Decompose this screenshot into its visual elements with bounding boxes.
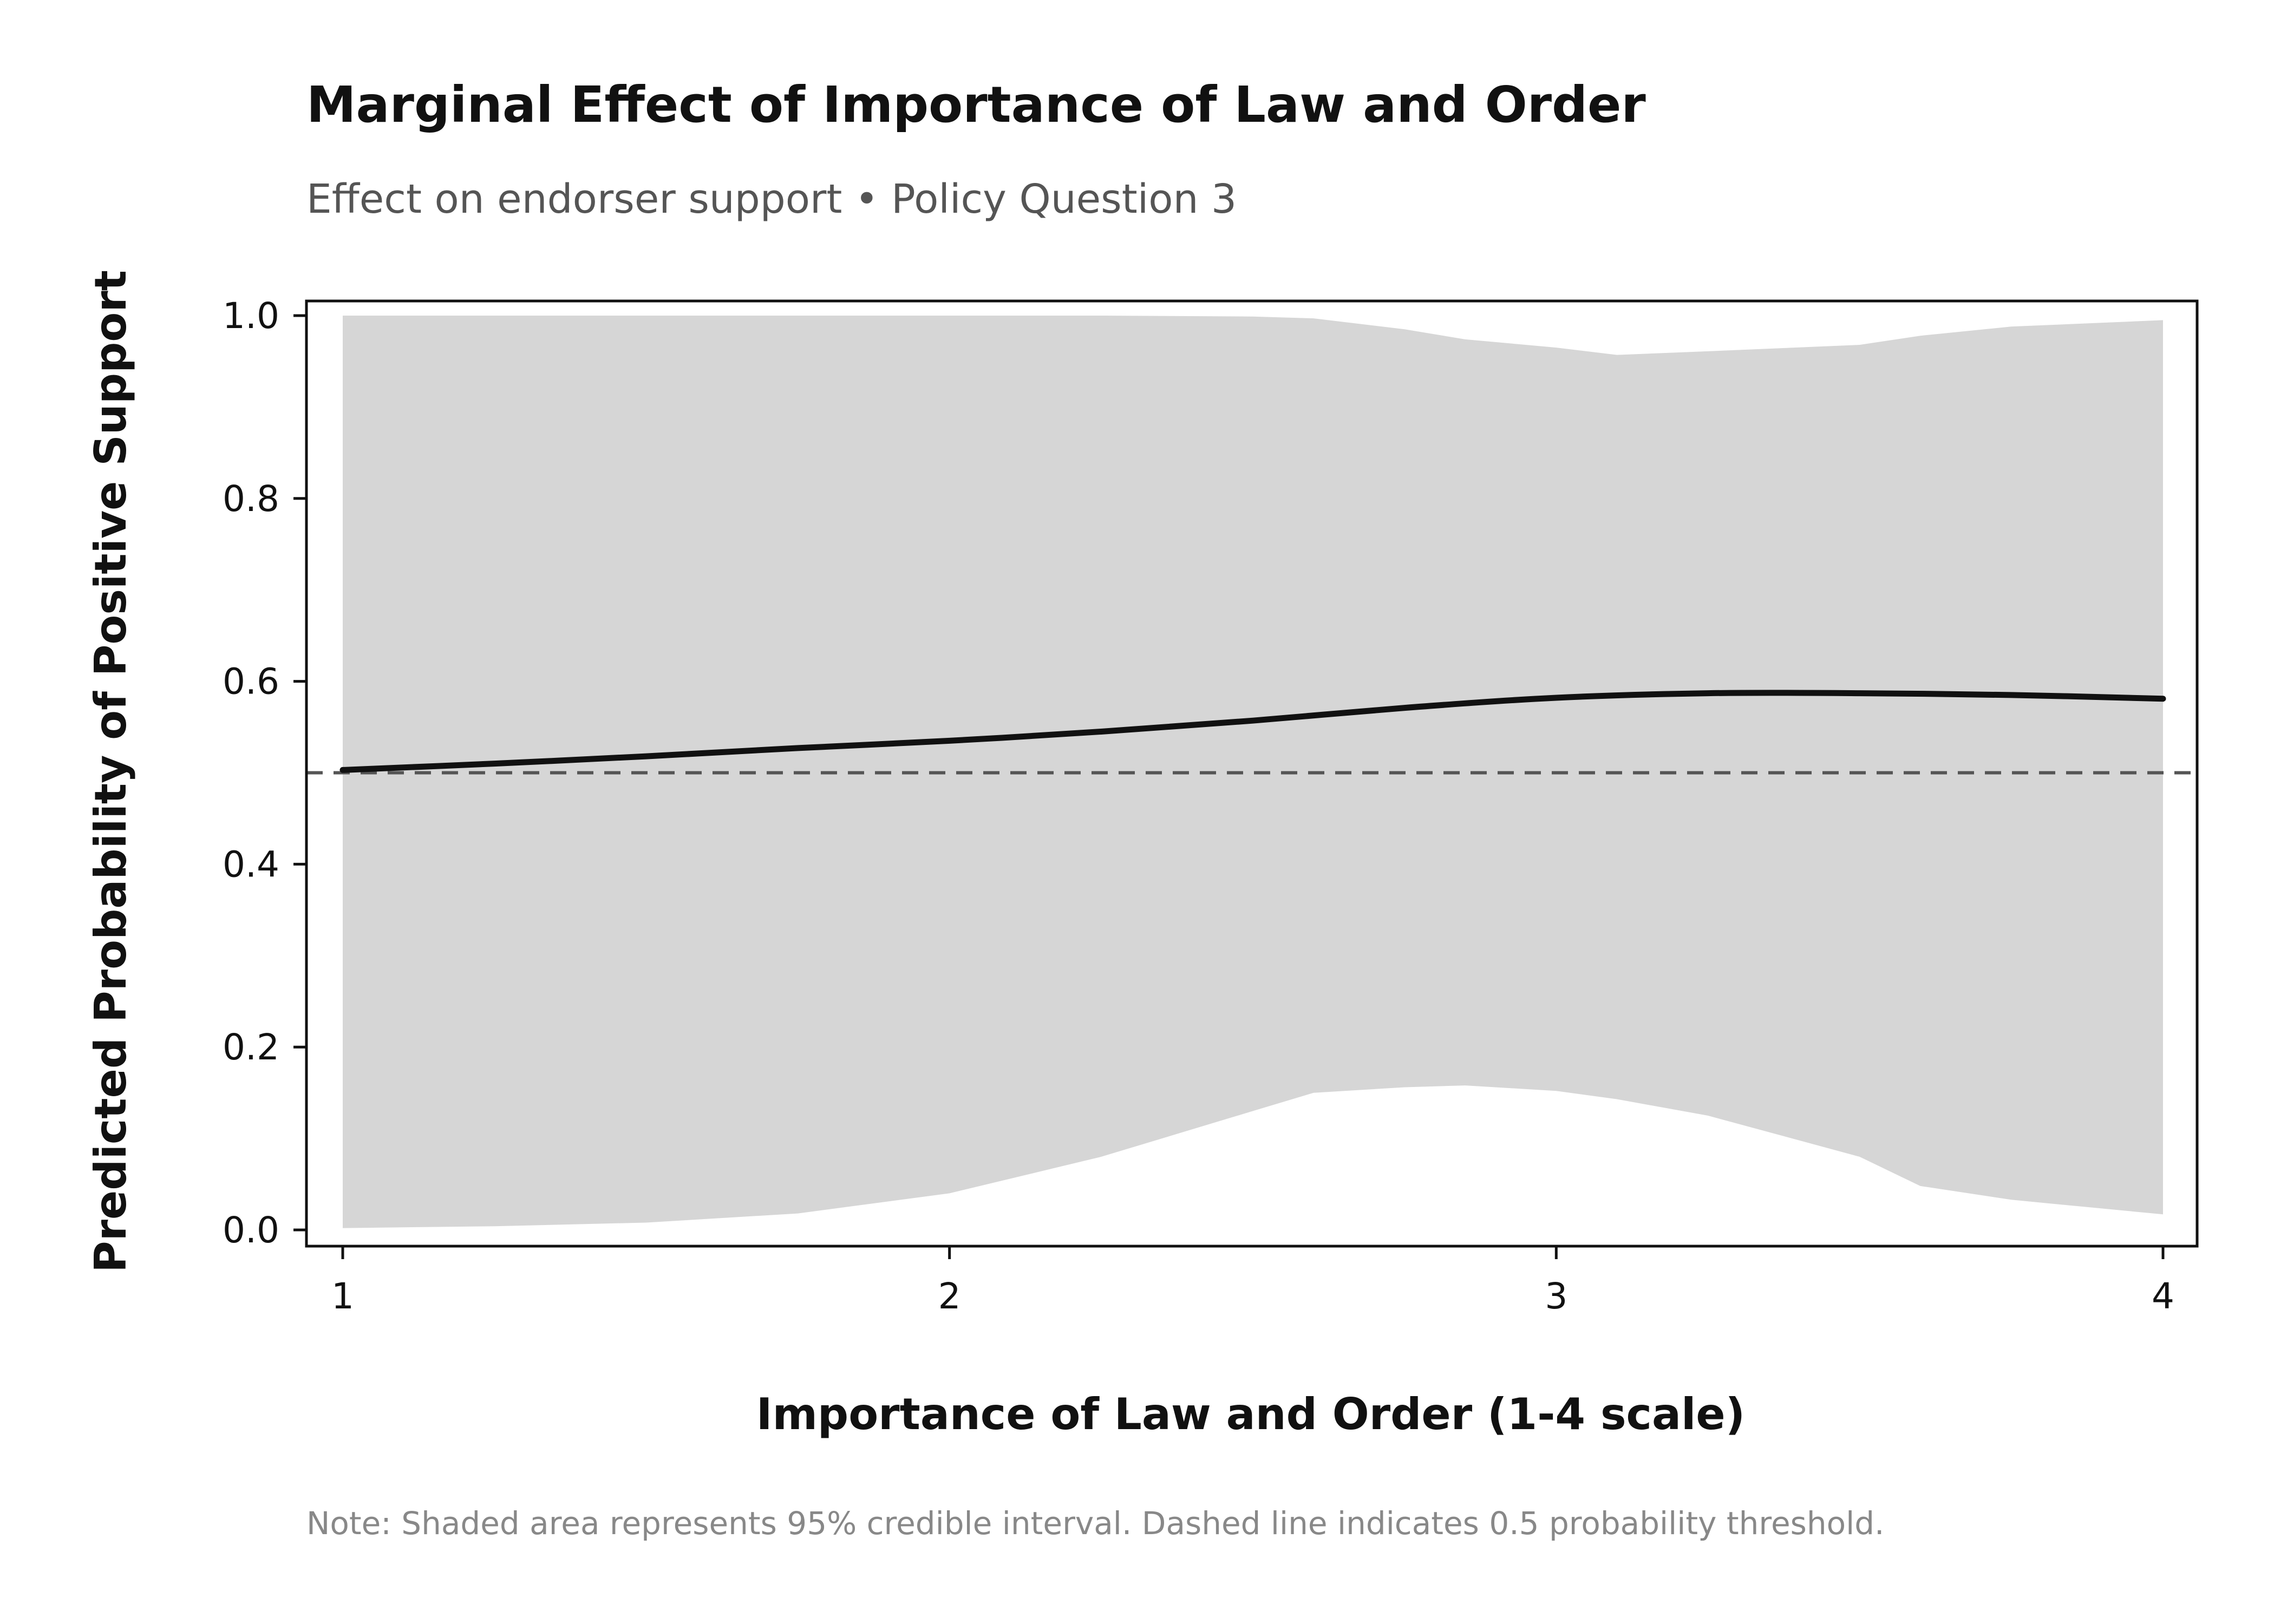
series-layer (339, 690, 2166, 773)
series-line-0 (339, 690, 2166, 773)
chart-title: Marginal Effect of Importance of Law and… (306, 76, 1646, 134)
credible-interval-band (343, 316, 2163, 1228)
y-tick-label: 1.0 (223, 295, 279, 337)
chart-note: Note: Shaded area represents 95% credibl… (306, 1505, 1885, 1542)
y-tick-label: 0.6 (223, 661, 279, 703)
y-tick-label: 0.4 (223, 843, 279, 885)
plot-frame (305, 299, 2199, 1248)
y-tick-label: 0.2 (223, 1026, 279, 1068)
x-tick-label: 4 (2152, 1275, 2174, 1317)
chart-subtitle: Effect on endorser support • Policy Ques… (306, 176, 1237, 222)
x-tick-label: 1 (331, 1275, 354, 1317)
ticks-layer: 0.0 0.2 0.4 0.6 0.8 1.0 1 2 3 4 (223, 295, 2174, 1317)
x-tick-label: 3 (1545, 1275, 1567, 1317)
y-axis-title: Predicted Probability of Positive Suppor… (86, 270, 136, 1273)
x-tick-label: 2 (938, 1275, 961, 1317)
plot-frame-layer (305, 299, 2199, 1248)
credible-interval-layer (343, 316, 2163, 1228)
y-tick-label: 0.8 (223, 478, 279, 520)
x-axis-title: Importance of Law and Order (1-4 scale) (756, 1389, 1745, 1439)
y-tick-label: 0.0 (223, 1209, 279, 1251)
